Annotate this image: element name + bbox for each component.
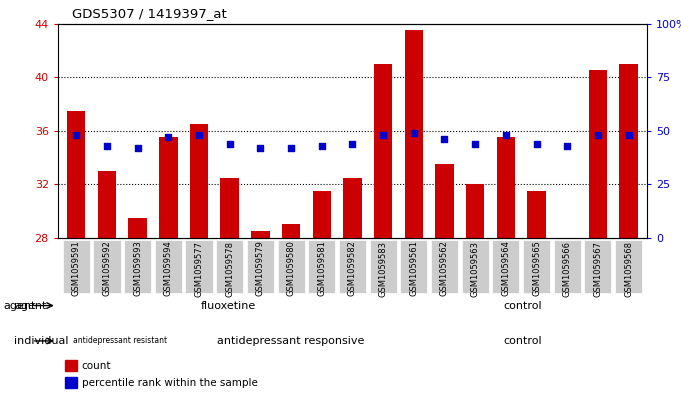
Bar: [313, 191, 331, 238]
Text: GSM1059565: GSM1059565: [532, 241, 541, 296]
Text: GSM1059592: GSM1059592: [102, 241, 112, 296]
Text: GSM1059583: GSM1059583: [379, 241, 387, 296]
Text: GSM1059567: GSM1059567: [593, 241, 603, 296]
Text: individual: individual: [14, 336, 69, 346]
Text: GSM1059578: GSM1059578: [225, 241, 234, 296]
Bar: [159, 138, 178, 238]
Point: [101, 143, 112, 149]
Text: GSM1059581: GSM1059581: [317, 241, 326, 296]
Text: percentile rank within the sample: percentile rank within the sample: [82, 378, 257, 388]
Point: [347, 140, 358, 147]
Text: GDS5307 / 1419397_at: GDS5307 / 1419397_at: [72, 7, 226, 20]
Bar: [558, 238, 576, 278]
Bar: [435, 164, 454, 238]
Point: [409, 130, 419, 136]
Point: [255, 145, 266, 151]
Text: GSM1059566: GSM1059566: [563, 241, 571, 296]
Point: [562, 143, 573, 149]
Text: GSM1059582: GSM1059582: [348, 241, 357, 296]
Bar: [374, 64, 392, 238]
Bar: [466, 184, 484, 238]
Point: [224, 140, 235, 147]
Text: GSM1059593: GSM1059593: [133, 241, 142, 296]
Bar: [496, 138, 515, 238]
Text: GSM1059577: GSM1059577: [195, 241, 204, 296]
Text: GSM1059561: GSM1059561: [409, 241, 418, 296]
Text: GSM1059579: GSM1059579: [256, 241, 265, 296]
Text: GSM1059564: GSM1059564: [501, 241, 510, 296]
Point: [193, 132, 204, 138]
Text: control: control: [504, 301, 542, 310]
Text: agent: agent: [3, 301, 36, 310]
Bar: [282, 224, 300, 238]
Text: agent: agent: [14, 301, 47, 310]
Text: GSM1059563: GSM1059563: [471, 241, 479, 296]
Point: [592, 132, 603, 138]
Point: [623, 132, 634, 138]
Point: [470, 140, 481, 147]
Bar: [251, 231, 270, 238]
Text: antidepressant resistant: antidepressant resistant: [73, 336, 167, 345]
Point: [132, 145, 143, 151]
Point: [501, 132, 511, 138]
Bar: [190, 124, 208, 238]
Bar: [588, 70, 607, 238]
Text: count: count: [82, 361, 111, 371]
Bar: [67, 110, 86, 238]
Bar: [98, 171, 116, 238]
Point: [531, 140, 542, 147]
Bar: [221, 178, 239, 238]
Text: GSM1059568: GSM1059568: [624, 241, 633, 296]
Point: [378, 132, 389, 138]
Text: fluoxetine: fluoxetine: [201, 301, 256, 310]
Bar: [527, 191, 545, 238]
Text: control: control: [504, 336, 542, 346]
Point: [163, 134, 174, 140]
Text: GSM1059562: GSM1059562: [440, 241, 449, 296]
Point: [285, 145, 296, 151]
Point: [316, 143, 327, 149]
Text: antidepressant responsive: antidepressant responsive: [217, 336, 364, 346]
Text: GSM1059591: GSM1059591: [72, 241, 81, 296]
Text: GSM1059594: GSM1059594: [164, 241, 173, 296]
Bar: [343, 178, 362, 238]
Bar: [405, 30, 423, 238]
Point: [71, 132, 82, 138]
Bar: [129, 218, 147, 238]
Bar: [619, 64, 637, 238]
Point: [439, 136, 450, 142]
Text: GSM1059580: GSM1059580: [287, 241, 296, 296]
